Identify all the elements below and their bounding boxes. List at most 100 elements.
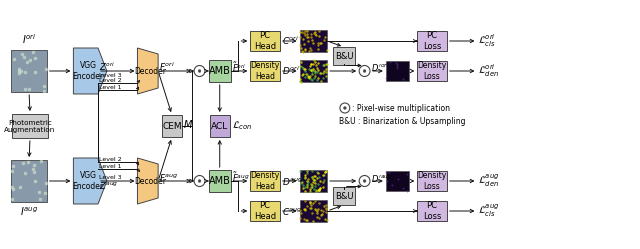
FancyBboxPatch shape [12, 50, 47, 92]
Polygon shape [74, 48, 107, 94]
Point [316, 71, 326, 75]
Point [295, 35, 305, 39]
Point [304, 76, 314, 80]
Text: $C^{ori}$: $C^{ori}$ [282, 35, 299, 47]
Point [300, 75, 310, 79]
Point [308, 69, 319, 73]
Circle shape [359, 176, 370, 187]
Point [296, 80, 307, 84]
Point [310, 181, 320, 185]
Point [305, 74, 315, 78]
FancyBboxPatch shape [417, 171, 447, 191]
FancyBboxPatch shape [12, 114, 48, 138]
Point [306, 203, 316, 207]
Point [295, 30, 305, 34]
Point [300, 185, 310, 189]
Point [321, 62, 332, 66]
Point [308, 67, 318, 71]
Polygon shape [138, 158, 158, 204]
Text: $D'^{aug}$: $D'^{aug}$ [371, 173, 393, 184]
Text: Level 2: Level 2 [99, 157, 122, 162]
Text: $\tilde{F}^{ori}$: $\tilde{F}^{ori}$ [232, 60, 246, 74]
Point [302, 171, 312, 175]
Point [312, 66, 323, 70]
FancyBboxPatch shape [333, 187, 355, 205]
Point [306, 62, 316, 66]
Point [314, 216, 324, 220]
Point [306, 32, 316, 36]
Point [304, 49, 314, 53]
Point [315, 186, 325, 190]
Point [298, 42, 308, 46]
Point [319, 178, 330, 182]
Point [310, 184, 320, 188]
Point [393, 177, 403, 181]
Point [300, 218, 310, 222]
Point [321, 74, 332, 78]
Point [398, 77, 408, 81]
Point [310, 33, 321, 37]
Point [294, 208, 305, 212]
Point [297, 30, 307, 34]
Point [313, 61, 323, 65]
Point [314, 188, 324, 192]
Point [306, 77, 316, 81]
Point [318, 62, 328, 66]
Point [305, 188, 315, 192]
Point [313, 43, 323, 47]
Point [306, 182, 316, 186]
Point [316, 213, 326, 217]
Point [306, 68, 316, 72]
Point [384, 170, 394, 174]
Point [316, 41, 326, 45]
Point [308, 62, 318, 66]
Point [302, 35, 312, 39]
Text: PC
Loss: PC Loss [423, 201, 441, 221]
Point [321, 210, 332, 214]
Point [308, 201, 319, 205]
Point [312, 170, 323, 174]
Point [313, 171, 323, 175]
Point [390, 61, 401, 65]
Point [305, 201, 315, 205]
Point [297, 73, 307, 77]
FancyBboxPatch shape [300, 60, 327, 82]
Point [305, 200, 316, 204]
Point [403, 172, 413, 176]
Point [302, 29, 312, 33]
FancyBboxPatch shape [300, 30, 327, 52]
Point [307, 169, 317, 173]
Point [314, 207, 324, 211]
Point [310, 63, 321, 67]
Text: Density
Loss: Density Loss [417, 171, 447, 191]
Text: $D'^{ori}$: $D'^{ori}$ [371, 62, 390, 74]
Point [303, 39, 313, 43]
Point [307, 211, 317, 215]
Point [315, 41, 325, 45]
Point [310, 174, 320, 178]
Point [307, 175, 317, 179]
Point [318, 180, 328, 184]
Text: CEM: CEM [162, 122, 182, 130]
Point [303, 67, 314, 71]
Point [313, 182, 323, 186]
Text: : Pixel-wise multiplication: : Pixel-wise multiplication [352, 104, 450, 113]
Circle shape [340, 103, 350, 113]
Point [381, 62, 391, 66]
Point [306, 68, 316, 72]
FancyBboxPatch shape [386, 171, 410, 191]
Point [300, 173, 310, 177]
Point [308, 180, 318, 184]
Point [315, 71, 325, 75]
Point [306, 62, 316, 66]
Text: $I^{ori}$: $I^{ori}$ [22, 32, 36, 46]
Point [319, 204, 330, 208]
FancyBboxPatch shape [250, 31, 280, 51]
Text: PC
Loss: PC Loss [423, 31, 441, 51]
Point [311, 208, 321, 212]
Point [318, 76, 328, 80]
Point [304, 75, 314, 79]
Text: $\mathcal{L}_{cls}^{aug}$: $\mathcal{L}_{cls}^{aug}$ [478, 203, 500, 219]
Point [319, 69, 329, 73]
Point [381, 76, 391, 80]
